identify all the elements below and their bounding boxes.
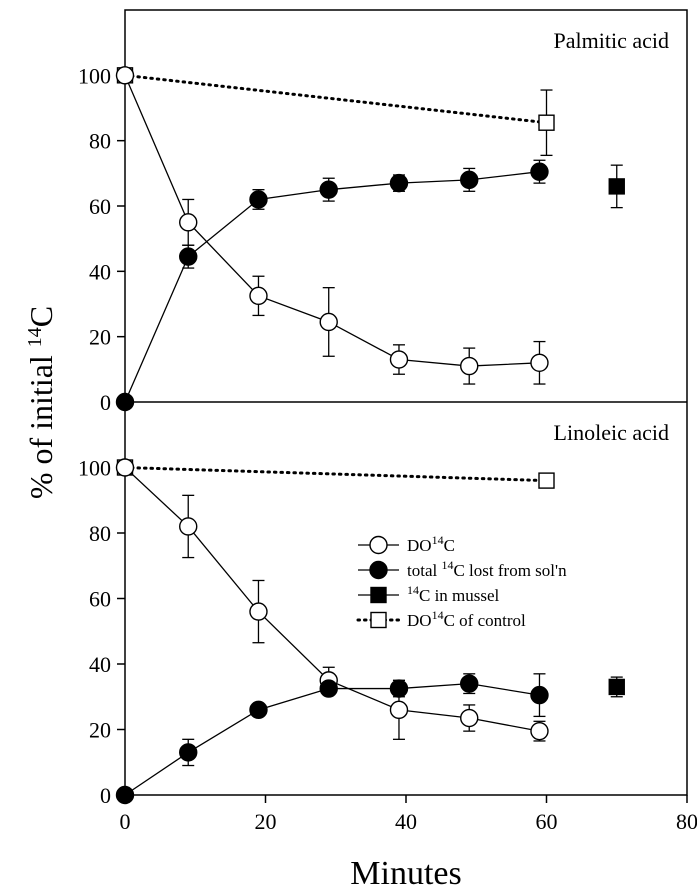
- y-tick-label: 100: [78, 63, 111, 88]
- data-point: [179, 247, 198, 266]
- data-point: [460, 708, 479, 728]
- legend-label: 14C in mussel: [407, 583, 500, 605]
- data-point: [249, 286, 268, 306]
- panel-title: Palmitic acid: [554, 28, 669, 53]
- y-axis-title: % of initial 14C: [23, 306, 59, 499]
- legend-item-doc: DO14C: [358, 533, 455, 555]
- data-point: [389, 700, 409, 720]
- data-point: [249, 190, 268, 209]
- data-point: [115, 785, 135, 805]
- y-tick-label: 20: [89, 325, 111, 350]
- panel-top: Palmitic acid: [115, 28, 669, 412]
- y-tick-label: 0: [100, 783, 111, 808]
- legend-item-control: DO14C of control: [356, 608, 526, 630]
- data-point: [530, 685, 549, 705]
- data-point: [538, 472, 555, 489]
- data-point: [460, 674, 479, 693]
- data-point: [115, 458, 135, 477]
- y-tick-label: 20: [89, 718, 111, 743]
- data-point: [608, 178, 625, 195]
- series-line: [123, 466, 548, 483]
- data-point: [115, 66, 135, 85]
- series-line: [123, 73, 548, 125]
- data-point: [530, 162, 549, 181]
- x-tick-label: 60: [536, 809, 558, 834]
- series-control: [116, 67, 555, 157]
- y-tick-label: 100: [78, 456, 111, 481]
- y-tick-label: 40: [89, 259, 111, 284]
- y-tick-label: 60: [89, 587, 111, 612]
- x-tick-label: 40: [395, 809, 417, 834]
- x-tick-label: 0: [120, 809, 131, 834]
- series-doc: [115, 66, 549, 385]
- data-point: [179, 743, 198, 762]
- data-point: [319, 679, 338, 698]
- legend-item-total: total 14C lost from sol'n: [358, 558, 567, 580]
- data-point: [389, 679, 409, 698]
- data-point: [608, 678, 625, 696]
- y-tick-label: 60: [89, 194, 111, 219]
- data-point: [319, 312, 338, 332]
- data-point: [319, 180, 338, 199]
- series-total: [115, 159, 549, 412]
- data-point: [538, 114, 555, 131]
- data-point: [115, 392, 135, 412]
- data-point: [389, 173, 409, 193]
- x-tick-label: 20: [255, 809, 277, 834]
- legend: DO14C total 14C lost from sol'n 14C in mus…: [356, 533, 567, 630]
- series-mussel: [608, 164, 625, 209]
- data-point: [389, 350, 409, 369]
- data-point: [179, 213, 198, 232]
- series-mussel: [608, 676, 625, 698]
- legend-marker: [370, 586, 387, 604]
- legend-marker: [369, 535, 388, 555]
- y-tick-label: 80: [89, 129, 111, 154]
- x-axis-title: Minutes: [350, 855, 461, 892]
- series-control: [116, 459, 555, 489]
- legend-marker: [370, 611, 387, 629]
- data-point: [249, 700, 268, 720]
- y-tick-label: 40: [89, 652, 111, 677]
- x-tick-label: 80: [676, 809, 697, 834]
- legend-item-mussel: 14C in mussel: [358, 583, 500, 605]
- legend-label: DO14C of control: [407, 608, 526, 630]
- data-point: [249, 602, 268, 621]
- y-tick-label: 80: [89, 521, 111, 546]
- legend-label: total 14C lost from sol'n: [407, 558, 567, 580]
- data-point: [530, 721, 549, 741]
- panel-title: Linoleic acid: [554, 420, 669, 445]
- legend-label: DO14C: [407, 533, 455, 555]
- data-point: [530, 353, 549, 372]
- series-total: [115, 673, 549, 805]
- data-point: [460, 356, 479, 376]
- legend-marker: [369, 560, 388, 580]
- data-point: [179, 517, 198, 536]
- panel-bottom: Linoleic acid: [115, 420, 669, 805]
- y-tick-label: 0: [100, 390, 111, 415]
- data-point: [460, 170, 479, 190]
